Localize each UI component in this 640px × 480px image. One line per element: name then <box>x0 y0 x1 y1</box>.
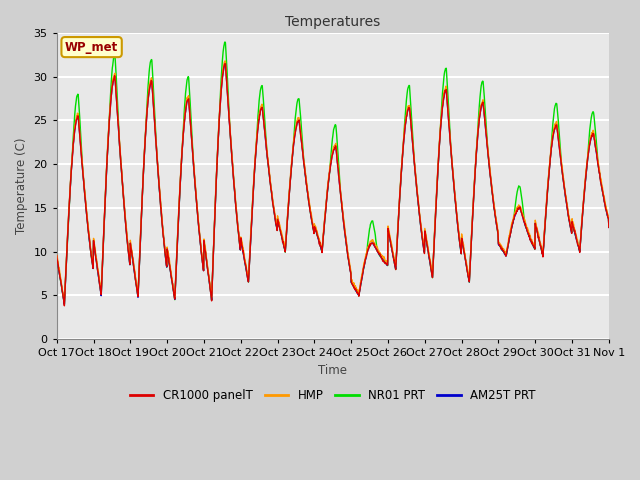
Title: Temperatures: Temperatures <box>285 15 380 29</box>
Y-axis label: Temperature (C): Temperature (C) <box>15 138 28 234</box>
X-axis label: Time: Time <box>318 363 348 377</box>
Legend: CR1000 panelT, HMP, NR01 PRT, AM25T PRT: CR1000 panelT, HMP, NR01 PRT, AM25T PRT <box>125 384 540 407</box>
Text: WP_met: WP_met <box>65 41 118 54</box>
